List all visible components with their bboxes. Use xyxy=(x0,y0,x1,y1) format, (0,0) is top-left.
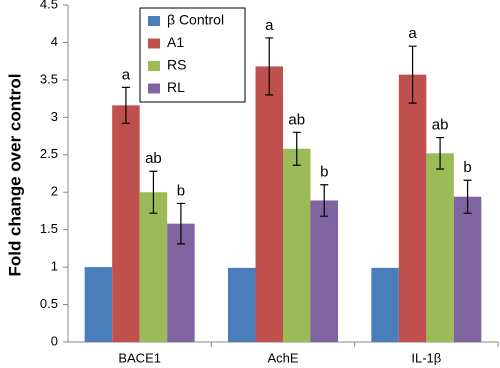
error-bar xyxy=(436,136,445,170)
error-bar xyxy=(408,45,417,104)
y-tick-label: 2 xyxy=(51,184,58,199)
y-tick-label: 0 xyxy=(51,333,58,348)
bar xyxy=(453,196,482,342)
bar xyxy=(283,148,311,342)
significance-label: ab xyxy=(432,117,449,134)
error-bar xyxy=(149,170,158,214)
bar xyxy=(84,267,113,342)
significance-label: b xyxy=(320,164,328,181)
legend-label: RL xyxy=(167,79,185,95)
error-bar xyxy=(265,37,274,96)
significance-label: ab xyxy=(145,150,162,167)
legend-swatch xyxy=(148,83,160,94)
legend-swatch xyxy=(148,61,160,71)
y-tick-label: 3.5 xyxy=(40,71,58,86)
significance-label: ab xyxy=(288,111,305,128)
y-tick-label: 2.5 xyxy=(40,146,58,161)
y-axis-label: Fold change over control xyxy=(5,73,24,276)
legend-label: RS xyxy=(167,57,186,73)
significance-label: b xyxy=(463,159,471,176)
y-tick-label: 4.5 xyxy=(40,0,58,11)
y-tick-label: 4 xyxy=(51,34,58,49)
x-tick-label: BACE1 xyxy=(118,350,161,365)
y-tick-label: 3 xyxy=(51,109,58,124)
error-bar xyxy=(463,179,472,214)
bar xyxy=(426,153,454,342)
bar xyxy=(139,192,168,342)
legend-swatch xyxy=(148,16,160,26)
x-tick-label: AchE xyxy=(267,350,298,365)
significance-label: a xyxy=(265,17,274,34)
error-bar xyxy=(176,202,185,245)
significance-label: b xyxy=(177,182,185,199)
y-tick-label: 1 xyxy=(51,259,58,274)
error-bar xyxy=(320,184,329,217)
bar xyxy=(398,74,427,342)
bar xyxy=(310,200,338,342)
y-tick-label: 1.5 xyxy=(40,221,58,236)
bar xyxy=(255,66,283,343)
legend-label: A1 xyxy=(167,34,184,50)
error-bar xyxy=(121,86,130,124)
x-tick-label: IL-1β xyxy=(411,350,441,365)
significance-label: a xyxy=(122,66,131,83)
error-bar xyxy=(292,131,301,166)
legend-label: β Control xyxy=(167,12,224,28)
y-tick-label: 0.5 xyxy=(40,296,58,311)
bar xyxy=(228,267,256,342)
bar xyxy=(112,105,140,343)
legend-swatch xyxy=(148,38,160,49)
significance-label: a xyxy=(408,25,417,42)
bar xyxy=(371,267,399,342)
